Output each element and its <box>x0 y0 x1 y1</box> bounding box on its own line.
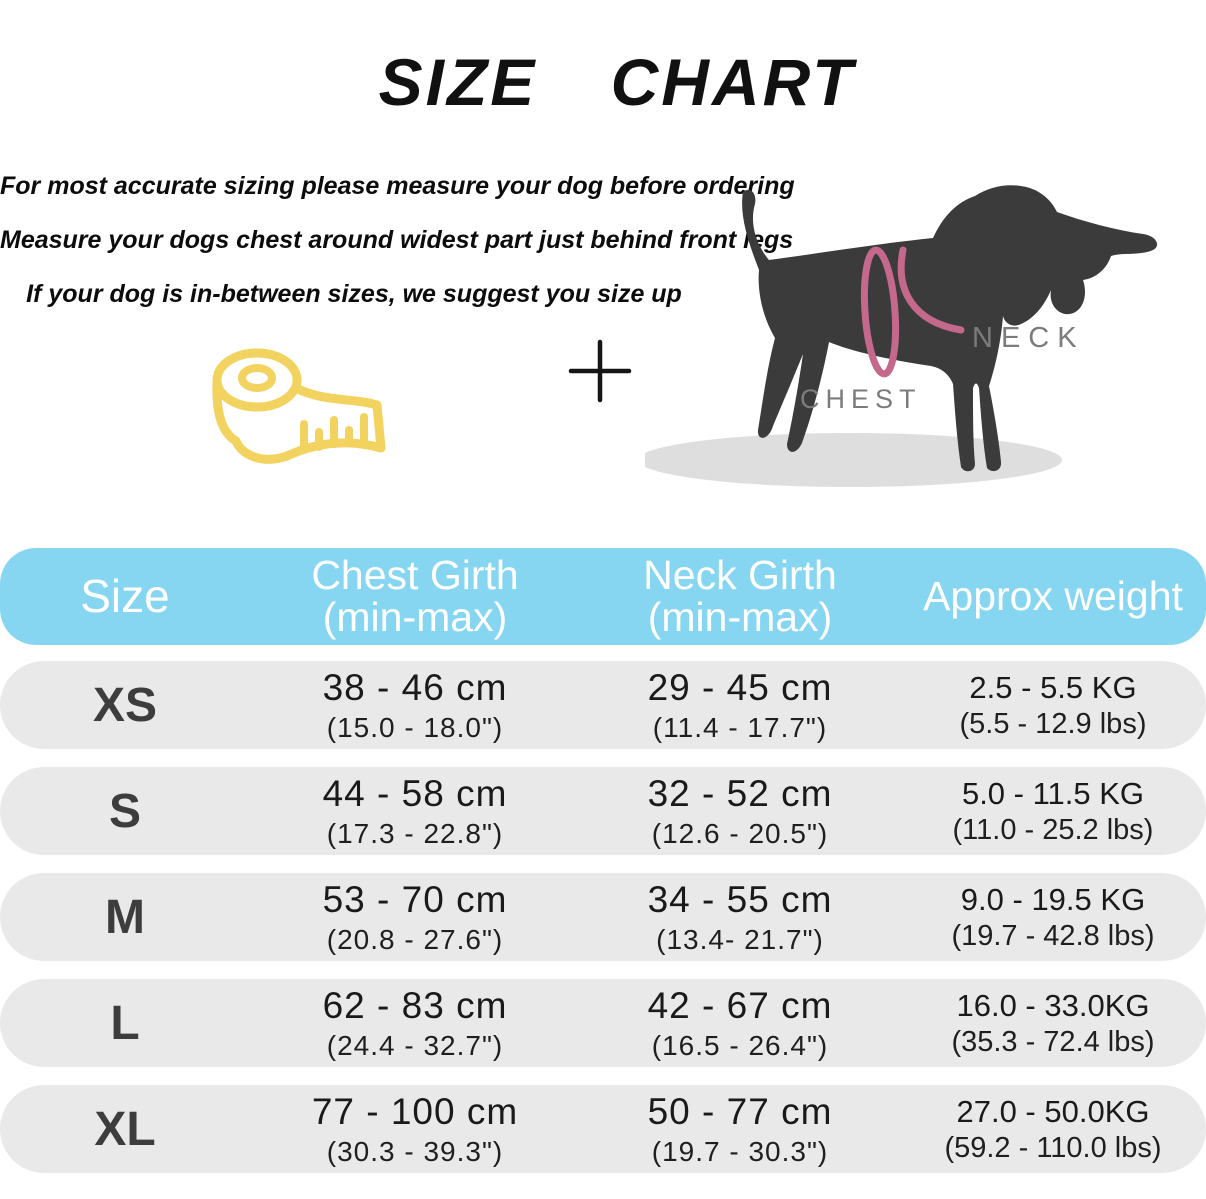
neck-girth-inches: (12.6 - 20.5") <box>651 817 829 849</box>
chest-girth-inches: (20.8 - 27.6") <box>326 923 504 955</box>
neck-girth-cm: 29 - 45 cm <box>647 666 833 708</box>
chest-girth-cm: 62 - 83 cm <box>322 984 508 1026</box>
neck-girth-cm: 32 - 52 cm <box>647 772 833 814</box>
weight-kg: 27.0 - 50.0KG <box>956 1093 1150 1129</box>
neck-girth-cell: 50 - 77 cm (19.7 - 30.3") <box>580 1091 900 1168</box>
weight-kg: 2.5 - 5.5 KG <box>969 669 1137 705</box>
instruction-line: If your dog is in-between sizes, we sugg… <box>26 280 682 308</box>
size-value: M <box>105 890 145 944</box>
dog-measurement-diagram: NECK CHEST <box>645 172 1193 490</box>
sizing-instructions: For most accurate sizing please measure … <box>0 172 795 309</box>
column-header-weight: Approx weight <box>923 572 1183 619</box>
weight-kg: 16.0 - 33.0KG <box>956 987 1150 1023</box>
neck-girth-cell: 29 - 45 cm (11.4 - 17.7") <box>580 667 900 744</box>
size-value: XS <box>92 678 158 732</box>
neck-girth-cm: 34 - 55 cm <box>647 878 833 920</box>
chest-girth-cm: 44 - 58 cm <box>322 772 508 814</box>
instruction-line: For most accurate sizing please measure … <box>0 172 795 200</box>
weight-cell: 2.5 - 5.5 KG (5.5 - 12.9 lbs) <box>900 670 1206 741</box>
chest-girth-inches: (30.3 - 39.3") <box>326 1135 504 1167</box>
dog-silhouette <box>645 185 1158 487</box>
column-header-size: Size <box>80 570 170 623</box>
chest-girth-cell: 38 - 46 cm (15.0 - 18.0") <box>250 667 580 744</box>
table-row: M 53 - 70 cm (20.8 - 27.6") 34 - 55 cm (… <box>0 873 1206 961</box>
weight-cell: 16.0 - 33.0KG (35.3 - 72.4 lbs) <box>900 988 1206 1059</box>
weight-kg: 9.0 - 19.5 KG <box>960 881 1146 917</box>
size-value: S <box>108 784 141 838</box>
weight-cell: 9.0 - 19.5 KG (19.7 - 42.8 lbs) <box>900 882 1206 953</box>
column-header-neck: Neck Girth (min-max) <box>580 551 900 640</box>
chest-girth-inches: (24.4 - 32.7") <box>326 1029 504 1061</box>
instruction-line: Measure your dogs chest around widest pa… <box>0 226 794 254</box>
column-header-chest-line2: (min-max) <box>322 593 508 640</box>
dog-shadow <box>645 433 1062 487</box>
neck-label: NECK <box>972 322 1085 354</box>
chest-girth-cm: 53 - 70 cm <box>322 878 508 920</box>
neck-girth-inches: (11.4 - 17.7") <box>652 711 828 743</box>
chest-girth-inches: (15.0 - 18.0") <box>326 711 504 743</box>
weight-lbs: (19.7 - 42.8 lbs) <box>951 919 1155 952</box>
chest-girth-cell: 62 - 83 cm (24.4 - 32.7") <box>250 985 580 1062</box>
weight-cell: 5.0 - 11.5 KG (11.0 - 25.2 lbs) <box>900 776 1206 847</box>
neck-girth-cell: 32 - 52 cm (12.6 - 20.5") <box>580 773 900 850</box>
chest-girth-inches: (17.3 - 22.8") <box>326 817 504 849</box>
column-header-neck-line1: Neck Girth <box>643 551 837 598</box>
column-header-chest: Chest Girth (min-max) <box>250 551 580 640</box>
plus-sign <box>568 338 632 406</box>
column-header-neck-line2: (min-max) <box>647 593 833 640</box>
measuring-tape-icon <box>203 344 403 476</box>
chest-label: CHEST <box>800 384 922 414</box>
weight-lbs: (5.5 - 12.9 lbs) <box>959 707 1147 740</box>
chest-girth-cell: 77 - 100 cm (30.3 - 39.3") <box>250 1091 580 1168</box>
weight-lbs: (11.0 - 25.2 lbs) <box>952 813 1154 846</box>
weight-cell: 27.0 - 50.0KG (59.2 - 110.0 lbs) <box>900 1094 1206 1165</box>
weight-lbs: (59.2 - 110.0 lbs) <box>944 1131 1162 1164</box>
weight-kg: 5.0 - 11.5 KG <box>961 775 1145 811</box>
harness-outline <box>860 246 965 378</box>
chest-girth-cell: 53 - 70 cm (20.8 - 27.6") <box>250 879 580 956</box>
neck-girth-cell: 42 - 67 cm (16.5 - 26.4") <box>580 985 900 1062</box>
neck-girth-inches: (16.5 - 26.4") <box>651 1029 829 1061</box>
chest-girth-cm: 38 - 46 cm <box>322 666 508 708</box>
size-table: Size Chest Girth (min-max) Neck Girth (m… <box>0 548 1206 1191</box>
size-value: L <box>110 996 140 1050</box>
table-row: L 62 - 83 cm (24.4 - 32.7") 42 - 67 cm (… <box>0 979 1206 1067</box>
neck-girth-cm: 50 - 77 cm <box>647 1090 833 1132</box>
neck-girth-inches: (13.4- 21.7") <box>656 923 824 955</box>
table-row: XS 38 - 46 cm (15.0 - 18.0") 29 - 45 cm … <box>0 661 1206 749</box>
neck-girth-inches: (19.7 - 30.3") <box>651 1135 829 1167</box>
table-row: XL 77 - 100 cm (30.3 - 39.3") 50 - 77 cm… <box>0 1085 1206 1173</box>
weight-lbs: (35.3 - 72.4 lbs) <box>951 1025 1155 1058</box>
chest-girth-cell: 44 - 58 cm (17.3 - 22.8") <box>250 773 580 850</box>
neck-girth-cm: 42 - 67 cm <box>647 984 833 1026</box>
page-title: SIZE CHART <box>378 45 856 119</box>
table-header-row: Size Chest Girth (min-max) Neck Girth (m… <box>0 548 1206 645</box>
table-row: S 44 - 58 cm (17.3 - 22.8") 32 - 52 cm (… <box>0 767 1206 855</box>
neck-girth-cell: 34 - 55 cm (13.4- 21.7") <box>580 879 900 956</box>
chest-girth-cm: 77 - 100 cm <box>311 1090 519 1132</box>
column-header-chest-line1: Chest Girth <box>311 551 519 598</box>
size-value: XL <box>94 1102 156 1156</box>
